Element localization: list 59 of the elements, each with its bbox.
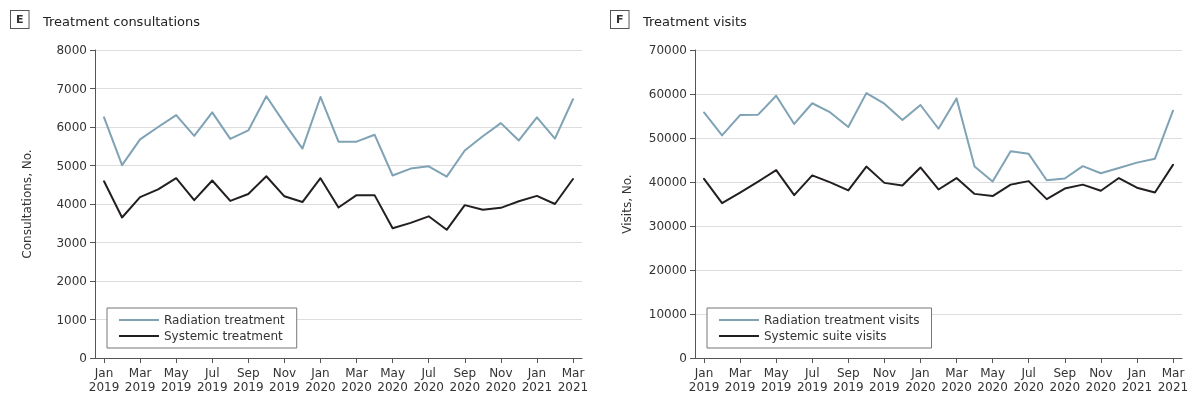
y-tick-label: 2000 [56, 274, 87, 288]
x-tick-label: Mar 2019 [724, 366, 756, 394]
y-tick-label: 60000 [648, 87, 687, 101]
text: F [616, 13, 624, 26]
text: E [16, 13, 24, 26]
y-tick-label: 10000 [648, 307, 687, 321]
y-tick-label: 4000 [56, 197, 87, 211]
y-tick-label: 0 [679, 351, 687, 365]
x-tick-label: Jan 2021 [521, 366, 553, 394]
line-series [703, 92, 1174, 183]
x-tick-label: May 2019 [760, 366, 792, 394]
chart-title: Treatment consultations [42, 14, 201, 29]
x-tick-label: Jan 2019 [688, 366, 720, 394]
y-axis-title: Visits, No. [620, 174, 634, 234]
y-tick-label: 1000 [56, 312, 87, 327]
x-tick-label: Sep 2019 [833, 366, 864, 394]
x-tick-label: Jan 2021 [1121, 366, 1153, 394]
legend-label: Systemic treatment [164, 329, 283, 343]
x-tick-label: Sep 2020 [449, 366, 481, 394]
x-tick-label: Nov 2020 [485, 366, 517, 394]
y-tick-label: 0 [79, 351, 87, 365]
y-tick-label: 20000 [648, 263, 687, 277]
x-tick-label: Jul 2019 [196, 366, 228, 394]
legend-label: Radiation treatment visits [764, 313, 920, 327]
x-tick-label: Nov 2019 [869, 366, 900, 394]
x-tick-label: May 2019 [160, 366, 192, 394]
x-tick-label: May 2020 [977, 366, 1008, 394]
y-tick-label: 50000 [648, 131, 687, 145]
line-series [103, 95, 574, 178]
x-tick-label: Mar 2020 [341, 366, 372, 394]
y-tick-label: 40000 [648, 175, 687, 189]
legend-label: Systemic suite visits [764, 329, 887, 343]
y-tick-label: 8000 [56, 43, 87, 57]
x-tick-label: May 2020 [377, 366, 408, 394]
y-axis-title: Consultations, No. [20, 149, 34, 259]
line-series [703, 163, 1174, 205]
x-tick-label: Mar 2019 [124, 366, 156, 394]
x-tick-label: Nov 2020 [1085, 366, 1117, 394]
x-tick-label: Sep 2019 [233, 366, 264, 394]
x-tick-label: Sep 2020 [1049, 366, 1081, 394]
x-tick-label: Jan 2019 [88, 366, 120, 394]
line-series [103, 175, 574, 231]
x-tick-label: Mar 2020 [941, 366, 972, 394]
y-tick-label: 6000 [56, 120, 87, 134]
y-tick-label: 70000 [648, 43, 687, 57]
legend-label: Radiation treatment [164, 313, 286, 327]
x-tick-label: Jul 2020 [1013, 366, 1044, 394]
y-tick-label: 7000 [56, 81, 87, 96]
x-tick-label: Mar 2021 [557, 366, 589, 394]
y-tick-label: 30000 [648, 219, 687, 233]
x-tick-label: Nov 2019 [269, 366, 300, 394]
x-tick-label: Jan 2020 [305, 366, 336, 394]
x-tick-label: Mar 2021 [1157, 366, 1189, 394]
x-tick-label: Jul 2020 [413, 366, 444, 394]
chart-title: Treatment visits [642, 14, 748, 29]
x-tick-label: Jul 2019 [796, 366, 828, 394]
x-tick-label: Jan 2020 [905, 366, 936, 394]
y-tick-label: 5000 [56, 158, 87, 173]
y-tick-label: 3000 [56, 235, 87, 250]
